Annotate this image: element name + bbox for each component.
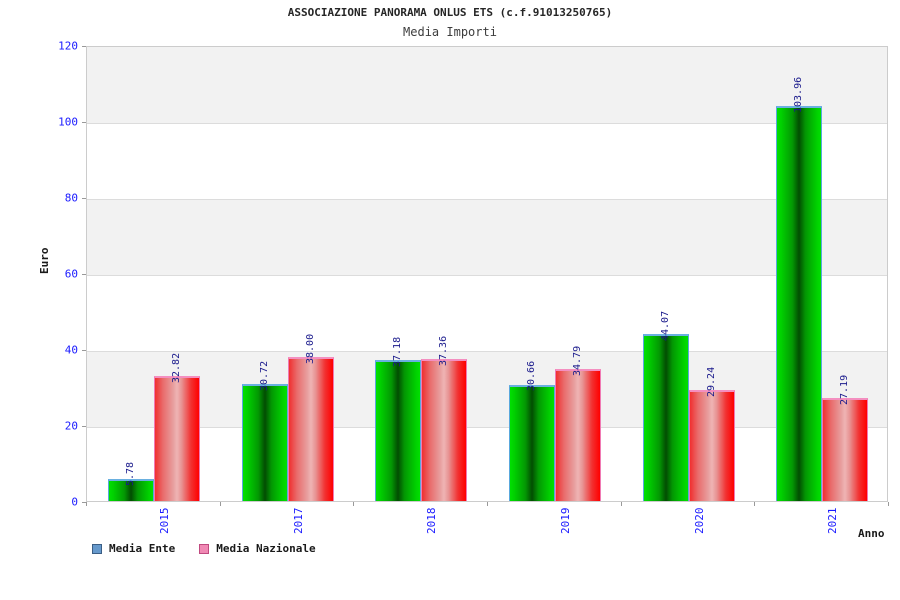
bar-media-nazionale[interactable] <box>822 397 869 501</box>
bar-value-label: 44.07 <box>659 310 671 341</box>
bar-media-nazionale[interactable] <box>554 368 601 501</box>
x-tick-label: 2018 <box>425 507 439 535</box>
y-tick-mark <box>82 122 86 123</box>
y-tick-label: 100 <box>58 115 78 129</box>
y-tick-label: 0 <box>71 495 78 509</box>
y-tick-label: 40 <box>64 343 78 357</box>
bar-value-label: 38.00 <box>304 333 316 364</box>
y-tick-mark <box>82 198 86 199</box>
gridline <box>87 275 887 276</box>
bar-media-ente[interactable] <box>241 384 288 501</box>
bar-media-nazionale[interactable] <box>287 356 334 501</box>
bar-media-nazionale[interactable] <box>688 389 735 501</box>
x-tick-label: 2017 <box>291 507 305 535</box>
legend-label: Media Nazionale <box>216 542 316 555</box>
bar-media-ente[interactable] <box>107 479 154 501</box>
x-tick-label: 2021 <box>826 507 840 535</box>
bar-media-nazionale[interactable] <box>153 376 200 501</box>
bar-media-ente[interactable] <box>375 359 422 501</box>
x-tick-mark <box>754 502 756 506</box>
bar-media-ente[interactable] <box>508 384 555 501</box>
bar-value-label: 37.36 <box>438 335 450 367</box>
bar-value-label: 34.79 <box>571 345 583 376</box>
x-tick-mark <box>620 502 622 506</box>
gridline <box>87 427 887 428</box>
plot-band <box>87 47 887 123</box>
legend-swatch-icon <box>92 543 102 554</box>
plot-area: 5.78 32.82 30.72 38.00 37.18 37.36 30.66 34.79 4… <box>86 46 888 502</box>
chart-subtitle: Media Importi <box>403 25 497 39</box>
y-tick-mark <box>82 350 86 351</box>
bar-media-ente[interactable] <box>776 105 823 501</box>
legend-item-media-ente[interactable]: Media Ente <box>92 542 175 555</box>
x-tick-mark <box>888 502 889 506</box>
y-tick-mark <box>82 426 86 427</box>
gridline <box>87 351 887 352</box>
chart-legend: Media Ente Media Nazionale <box>92 542 316 555</box>
bar-value-label: 30.72 <box>258 361 270 392</box>
bar-value-label: 103.96 <box>793 76 805 113</box>
legend-item-media-nazionale[interactable]: Media Nazionale <box>199 542 316 555</box>
y-tick-label: 120 <box>58 39 78 53</box>
y-tick-mark <box>82 46 86 47</box>
y-tick-mark <box>82 274 86 275</box>
x-tick-mark <box>353 502 355 506</box>
gridline <box>87 199 887 200</box>
x-tick-label: 2015 <box>157 507 171 535</box>
bar-value-label: 30.66 <box>525 361 537 392</box>
bar-media-nazionale[interactable] <box>421 359 468 501</box>
y-tick-label: 80 <box>64 191 78 205</box>
gridline <box>87 123 887 124</box>
chart-title: ASSOCIAZIONE PANORAMA ONLUS ETS (c.f.910… <box>287 6 613 19</box>
legend-swatch-icon <box>199 543 210 554</box>
x-axis-title: Anno <box>858 527 885 540</box>
bar-value-label: 5.78 <box>124 461 136 487</box>
x-tick-mark <box>487 502 488 506</box>
y-tick-mark <box>82 502 86 503</box>
legend-label: Media Ente <box>109 542 176 555</box>
bar-value-label: 29.24 <box>705 366 717 397</box>
bar-value-label: 32.82 <box>170 353 182 384</box>
y-tick-label: 60 <box>64 267 78 281</box>
x-tick-label: 2019 <box>558 507 572 535</box>
plot-band <box>87 351 887 427</box>
plot-band <box>87 199 887 275</box>
x-tick-mark <box>86 502 87 506</box>
x-tick-label: 2020 <box>692 507 706 535</box>
x-tick-mark <box>219 502 221 506</box>
bar-value-label: 27.19 <box>839 374 851 405</box>
bar-media-ente[interactable] <box>642 333 689 501</box>
y-tick-label: 20 <box>64 419 78 433</box>
bar-value-label: 37.18 <box>392 336 404 367</box>
